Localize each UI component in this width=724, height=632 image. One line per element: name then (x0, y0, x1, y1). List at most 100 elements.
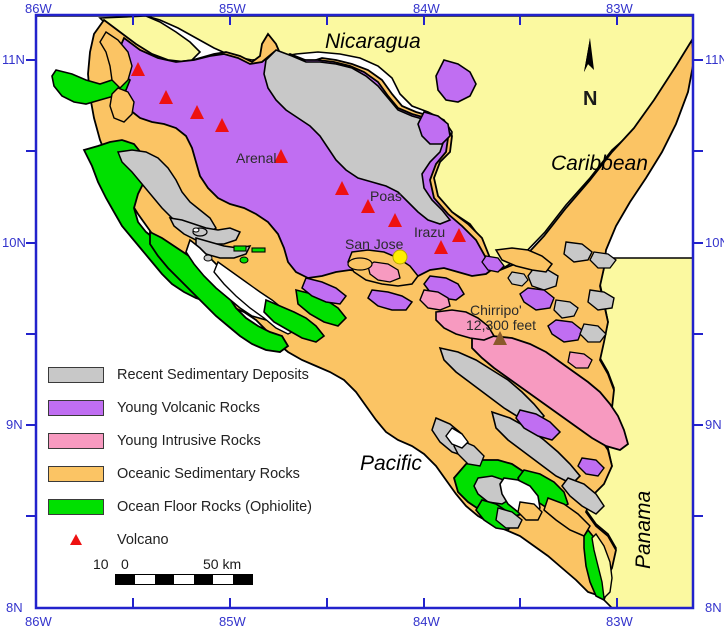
volcano-marker-arenal (274, 149, 288, 163)
region-oceanic-sed-osa-s (517, 501, 543, 521)
axis-label-lat-left-1: 10N (2, 235, 26, 250)
peak-label-chirripo-elevation: 12,300 feet (466, 317, 537, 333)
ocean-label-pacific: Pacific (360, 452, 422, 475)
scale-bar-seg (154, 575, 175, 584)
region-young-volcanic-valley-s (367, 289, 414, 311)
region-young-volcanic-mid-patch (481, 255, 505, 273)
north-arrow-icon (584, 38, 594, 72)
island-green-3 (239, 256, 249, 264)
axis-label-lat-left-0: 11N (2, 52, 25, 67)
island-green (233, 245, 247, 252)
scale-bar-label-10: 10 (93, 556, 109, 572)
legend-item-oceanic-sedimentary: Oceanic Sedimentary Rocks (48, 457, 312, 490)
axis-label-lat-right-1: 10N (705, 235, 724, 250)
axis-label-lon-top-0: 86W (25, 1, 52, 16)
volcano-marker (159, 90, 173, 104)
peninsula-burica-yellow (591, 532, 613, 600)
axis-label-lat-right-3: 8N (705, 600, 722, 615)
region-young-intrusive-small-e (567, 351, 593, 369)
country-label-panama: Panama (632, 490, 655, 569)
axis-label-lon-top-1: 85W (219, 1, 246, 16)
region-recent-sed-east4 (579, 323, 607, 343)
scale-bar-seg (213, 575, 233, 584)
scale-bar-seg (135, 575, 155, 584)
legend-item-ophiolite: Ocean Floor Rocks (Ophiolite) (48, 490, 312, 523)
region-young-volcanic-east-patch2 (547, 319, 583, 343)
legend-label-volcano: Volcano (117, 531, 169, 548)
region-young-intrusive-talamanca (471, 335, 630, 451)
island-green-2 (251, 247, 266, 253)
axis-label-lat-left-2: 9N (6, 417, 23, 432)
volcano-marker (190, 105, 204, 119)
region-oceanic-sed-nw-coast2 (109, 87, 135, 123)
region-recent-sed-east3 (587, 289, 615, 311)
region-oceanic-sed-ne (494, 247, 554, 273)
region-oceanic-sed-se-coast (543, 497, 591, 537)
scale-bar-label-0: 0 (121, 556, 129, 572)
legend-symbol-volcano (48, 532, 104, 548)
axis-label-lon-top-3: 83W (606, 1, 633, 16)
scale-bar-seg (232, 575, 252, 584)
region-young-intrusive-nw-small (419, 289, 451, 311)
legend-item-volcano: Volcano (48, 523, 312, 556)
scale-bar: 10 0 50 km (93, 556, 253, 585)
peak-label-chirripo-name: Chirripo' (470, 302, 522, 318)
volcano-marker-poas (361, 199, 375, 213)
legend-swatch-recent-sedimentary (48, 366, 104, 383)
region-recent-sed-ne-coast (563, 241, 593, 263)
island-gray-small (203, 254, 213, 262)
map-frame (26, 13, 703, 610)
axis-label-lon-top-2: 84W (413, 1, 440, 16)
volcano-marker-irazu (434, 240, 448, 254)
scale-bar-seg (116, 575, 136, 584)
valley-inlier (347, 257, 373, 271)
region-recent-sed-nw (116, 149, 217, 235)
north-arrow-label: N (583, 88, 598, 110)
place-label-poas: Poas (370, 188, 402, 204)
region-ophiolite-south-gulf (263, 298, 326, 343)
volcano-triangle-icon (70, 534, 82, 545)
capital-marker-san-jose (392, 249, 408, 265)
legend-swatch-oceanic-sedimentary (48, 465, 104, 482)
axis-label-lat-right-0: 11N (705, 52, 724, 67)
axis-label-lon-bottom-1: 85W (219, 614, 246, 629)
legend-swatch-young-intrusive (48, 432, 104, 449)
legend-label-young-volcanic: Young Volcanic Rocks (117, 399, 260, 416)
place-label-san-jose: San Jose (345, 236, 404, 252)
axis-label-lon-bottom-0: 86W (25, 614, 52, 629)
legend-item-recent-sedimentary: Recent Sedimentary Deposits (48, 358, 312, 391)
legend-swatch-ophiolite (48, 498, 104, 515)
legend: Recent Sedimentary Deposits Young Volcan… (48, 358, 312, 556)
axis-label-lat-right-2: 9N (705, 417, 722, 432)
region-young-volcanic-ne2 (417, 111, 451, 145)
place-label-irazu: Irazu (414, 224, 446, 240)
scale-bar-graphic (115, 574, 253, 585)
region-recent-sed-east2 (553, 299, 579, 319)
peak-marker-chirripo (493, 331, 507, 345)
region-recent-sed-north (263, 49, 452, 225)
region-recent-sed-east1 (527, 267, 559, 291)
scale-bar-label-50km: 50 km (203, 556, 242, 572)
region-young-volcanic-sw-valley (301, 277, 348, 305)
region-young-volcanic-ne (435, 59, 477, 103)
place-label-arenal: Arenal (236, 150, 277, 166)
region-oceanic-sed-nw-coast (99, 31, 133, 89)
region-recent-sed-osa-s (495, 507, 523, 529)
region-recent-sed-se-coast (561, 477, 605, 515)
legend-item-young-intrusive: Young Intrusive Rocks (48, 424, 312, 457)
legend-label-ophiolite: Ocean Floor Rocks (Ophiolite) (117, 498, 313, 515)
scale-bar-labels: 10 0 50 km (93, 556, 253, 574)
scale-bar-seg (174, 575, 194, 584)
country-label-nicaragua: Nicaragua (325, 30, 421, 53)
coast-inlet-sw (445, 427, 469, 449)
axis-label-lon-bottom-3: 83W (606, 614, 633, 629)
region-recent-sed-mid-patch (507, 271, 529, 287)
volcano-markers (131, 62, 466, 254)
axis-label-lat-left-3: 8N (6, 600, 23, 615)
region-recent-sed-ne-coast2 (589, 251, 617, 269)
legend-swatch-young-volcanic (48, 399, 104, 416)
region-young-volcanic-east-patch1 (519, 287, 555, 311)
region-young-volcanic-talamanca-strip (515, 409, 562, 441)
